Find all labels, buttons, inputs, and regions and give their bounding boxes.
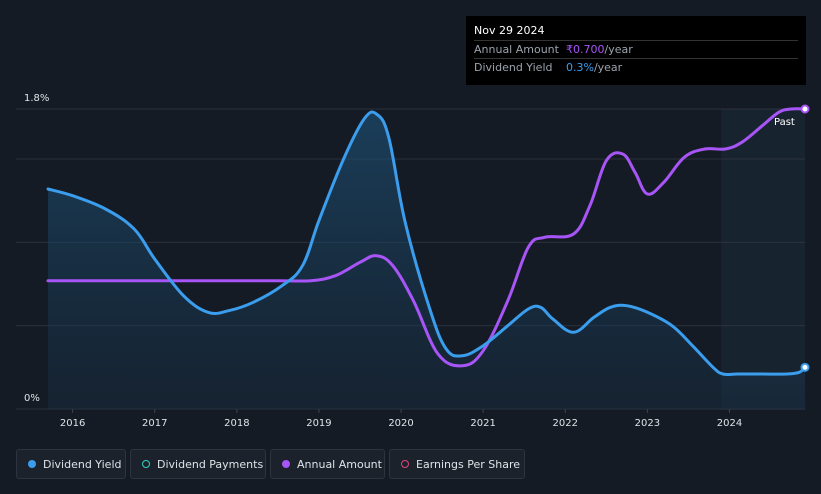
dividend-payments-ring-icon <box>142 460 150 468</box>
x-tick-label: 2019 <box>306 418 331 429</box>
x-tick-label: 2018 <box>224 418 249 429</box>
x-tick-label: 2016 <box>60 418 85 429</box>
tooltip-dividend-yield-label: Dividend Yield <box>474 61 553 74</box>
legend-dividend-yield[interactable]: Dividend Yield <box>16 449 126 479</box>
legend-earnings-per-share[interactable]: Earnings Per Share <box>389 449 525 479</box>
tooltip-dividend-yield-unit: /year <box>593 61 623 74</box>
dividend-yield-end-marker[interactable] <box>800 362 810 372</box>
annual-amount-end-marker[interactable] <box>800 104 810 114</box>
tooltip-annual-amount-label: Annual Amount <box>474 43 559 56</box>
tooltip-dividend-yield-value-wrap: 0.3%/year <box>566 59 622 76</box>
tooltip-annual-amount-unit: /year <box>604 43 633 56</box>
tooltip-dividend-yield-value: 0.3% <box>566 61 594 74</box>
legend-dividend-yield-label: Dividend Yield <box>43 458 122 471</box>
x-tick-label: 2021 <box>470 418 495 429</box>
x-tick-label: 2023 <box>635 418 660 429</box>
legend-dividend-payments-label: Dividend Payments <box>157 458 264 471</box>
tooltip: Nov 29 2024 Annual Amount ₹0.700/year Di… <box>466 16 806 85</box>
y-tick-top: 1.8% <box>24 93 49 104</box>
legend-earnings-per-share-label: Earnings Per Share <box>416 458 521 471</box>
dividend-yield-line <box>46 110 807 377</box>
legend-annual-amount[interactable]: Annual Amount <box>270 449 385 479</box>
x-tick-label: 2017 <box>142 418 167 429</box>
annual-amount-dot-icon <box>282 460 290 468</box>
x-axis-ticks: 2016 2017 2018 2019 2020 2021 2022 2023 2024 <box>60 409 742 429</box>
tooltip-annual-amount-value-wrap: ₹0.700/year <box>566 41 633 58</box>
earnings-per-share-ring-icon <box>401 460 409 468</box>
x-tick-label: 2020 <box>388 418 413 429</box>
x-tick-label: 2024 <box>717 418 742 429</box>
y-tick-bottom: 0% <box>24 393 40 404</box>
past-label: Past <box>774 117 795 128</box>
legend-dividend-payments[interactable]: Dividend Payments <box>130 449 266 479</box>
annual-amount-line <box>46 107 807 368</box>
tooltip-row-annual-amount: Annual Amount ₹0.700/year <box>474 40 798 58</box>
tooltip-annual-amount-value: ₹0.700 <box>566 43 605 56</box>
legend-annual-amount-label: Annual Amount <box>297 458 382 471</box>
tooltip-row-dividend-yield: Dividend Yield 0.3%/year <box>474 58 798 76</box>
dividend-chart: 1.8% 0% Past 2016 2017 2018 2019 2020 2021 202… <box>16 93 810 429</box>
dividend-yield-area <box>48 111 805 409</box>
dividend-yield-dot-icon <box>28 460 36 468</box>
x-tick-label: 2022 <box>553 418 578 429</box>
tooltip-date: Nov 29 2024 <box>474 24 545 37</box>
past-region-shade <box>721 109 805 410</box>
